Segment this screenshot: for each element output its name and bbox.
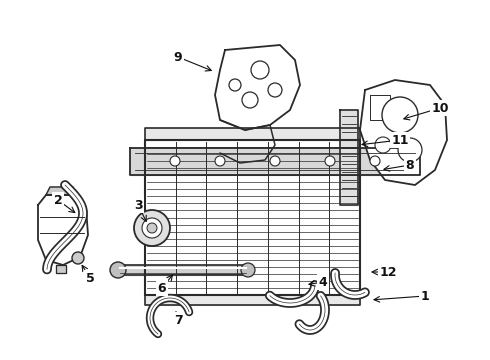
Text: 1: 1 (420, 289, 429, 302)
Circle shape (229, 79, 241, 91)
Circle shape (268, 83, 282, 97)
Polygon shape (38, 195, 88, 265)
Text: 8: 8 (406, 158, 415, 171)
Text: 11: 11 (391, 134, 409, 147)
Circle shape (215, 156, 225, 166)
Circle shape (134, 210, 170, 246)
Circle shape (370, 156, 380, 166)
Text: 3: 3 (134, 198, 142, 212)
Circle shape (242, 92, 258, 108)
Circle shape (110, 262, 126, 278)
Text: 6: 6 (158, 282, 166, 294)
Text: 2: 2 (53, 194, 62, 207)
Text: 5: 5 (86, 271, 95, 284)
Circle shape (270, 156, 280, 166)
Circle shape (142, 218, 162, 238)
Polygon shape (360, 80, 447, 185)
Polygon shape (340, 110, 358, 205)
Polygon shape (118, 265, 248, 275)
Polygon shape (145, 128, 360, 140)
Polygon shape (145, 295, 360, 305)
Circle shape (72, 252, 84, 264)
Circle shape (382, 97, 418, 133)
Circle shape (170, 156, 180, 166)
Circle shape (375, 137, 391, 153)
Circle shape (241, 263, 255, 277)
Circle shape (398, 138, 422, 162)
Text: 4: 4 (318, 275, 327, 288)
Polygon shape (46, 187, 76, 195)
Text: 7: 7 (173, 314, 182, 327)
Polygon shape (215, 45, 300, 130)
Circle shape (251, 61, 269, 79)
Text: 12: 12 (379, 266, 397, 279)
Polygon shape (56, 265, 66, 273)
Polygon shape (145, 140, 360, 295)
Polygon shape (130, 148, 420, 175)
Circle shape (325, 156, 335, 166)
Text: 9: 9 (173, 50, 182, 63)
Text: 10: 10 (431, 102, 449, 114)
Circle shape (147, 223, 157, 233)
